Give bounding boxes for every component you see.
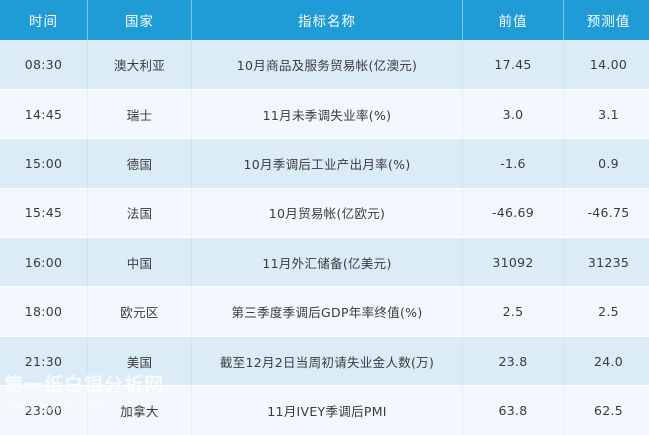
- cell-time: 15:00: [0, 138, 88, 189]
- cell-previous-value: 63.8: [462, 385, 564, 435]
- cell-country: 加拿大: [87, 385, 192, 435]
- cell-indicator-name: 截至12月2日当周初请失业金人数(万): [191, 336, 463, 387]
- cell-indicator-name: 10月贸易帐(亿欧元): [191, 188, 463, 239]
- cell-country: 瑞士: [87, 89, 192, 140]
- cell-indicator-name: 11月未季调失业率(%): [191, 89, 463, 140]
- table-row[interactable]: 23:00 加拿大 11月IVEY季调后PMI 63.8 62.5: [0, 385, 649, 435]
- cell-country: 德国: [87, 138, 192, 189]
- cell-forecast-value: -46.75: [563, 188, 649, 239]
- cell-country: 美国: [87, 336, 192, 387]
- table-header: 时间 国家 指标名称 前值 预测值: [0, 0, 649, 40]
- cell-country: 中国: [87, 237, 192, 288]
- table-row[interactable]: 15:00 德国 10月季调后工业产出月率(%) -1.6 0.9: [0, 138, 649, 189]
- table-header-row: 时间 国家 指标名称 前值 预测值: [0, 0, 649, 40]
- cell-forecast-value: 24.0: [563, 336, 649, 387]
- cell-country: 欧元区: [87, 286, 192, 337]
- cell-forecast-value: 0.9: [563, 138, 649, 189]
- column-header-forecast-value[interactable]: 预测值: [563, 0, 649, 40]
- cell-forecast-value: 62.5: [563, 385, 649, 435]
- cell-previous-value: 31092: [462, 237, 564, 288]
- cell-previous-value: -1.6: [462, 138, 564, 189]
- cell-country: 澳大利亚: [87, 40, 192, 90]
- cell-time: 18:00: [0, 286, 88, 337]
- cell-indicator-name: 10月季调后工业产出月率(%): [191, 138, 463, 189]
- column-header-indicator-name[interactable]: 指标名称: [191, 0, 463, 40]
- table-row[interactable]: 08:30 澳大利亚 10月商品及服务贸易帐(亿澳元) 17.45 14.00: [0, 40, 649, 90]
- cell-forecast-value: 31235: [563, 237, 649, 288]
- column-header-country[interactable]: 国家: [87, 0, 192, 40]
- cell-forecast-value: 14.00: [563, 40, 649, 90]
- cell-time: 23:00: [0, 385, 88, 435]
- cell-time: 15:45: [0, 188, 88, 239]
- cell-previous-value: 3.0: [462, 89, 564, 140]
- cell-time: 14:45: [0, 89, 88, 140]
- cell-indicator-name: 第三季度季调后GDP年率终值(%): [191, 286, 463, 337]
- cell-previous-value: -46.69: [462, 188, 564, 239]
- table-row[interactable]: 14:45 瑞士 11月未季调失业率(%) 3.0 3.1: [0, 89, 649, 140]
- cell-indicator-name: 11月IVEY季调后PMI: [191, 385, 463, 435]
- table-row[interactable]: 21:30 美国 截至12月2日当周初请失业金人数(万) 23.8 24.0: [0, 336, 649, 387]
- table-row[interactable]: 15:45 法国 10月贸易帐(亿欧元) -46.69 -46.75: [0, 188, 649, 239]
- column-header-previous-value[interactable]: 前值: [462, 0, 564, 40]
- cell-previous-value: 2.5: [462, 286, 564, 337]
- table-row[interactable]: 18:00 欧元区 第三季度季调后GDP年率终值(%) 2.5 2.5: [0, 286, 649, 337]
- cell-previous-value: 17.45: [462, 40, 564, 90]
- cell-indicator-name: 10月商品及服务贸易帐(亿澳元): [191, 40, 463, 90]
- table-row[interactable]: 16:00 中国 11月外汇储备(亿美元) 31092 31235: [0, 237, 649, 288]
- cell-country: 法国: [87, 188, 192, 239]
- cell-forecast-value: 3.1: [563, 89, 649, 140]
- cell-indicator-name: 11月外汇储备(亿美元): [191, 237, 463, 288]
- cell-time: 16:00: [0, 237, 88, 288]
- table-body: 08:30 澳大利亚 10月商品及服务贸易帐(亿澳元) 17.45 14.00 …: [0, 40, 649, 435]
- cell-time: 21:30: [0, 336, 88, 387]
- column-header-time[interactable]: 时间: [0, 0, 88, 40]
- cell-previous-value: 23.8: [462, 336, 564, 387]
- cell-forecast-value: 2.5: [563, 286, 649, 337]
- cell-time: 08:30: [0, 40, 88, 90]
